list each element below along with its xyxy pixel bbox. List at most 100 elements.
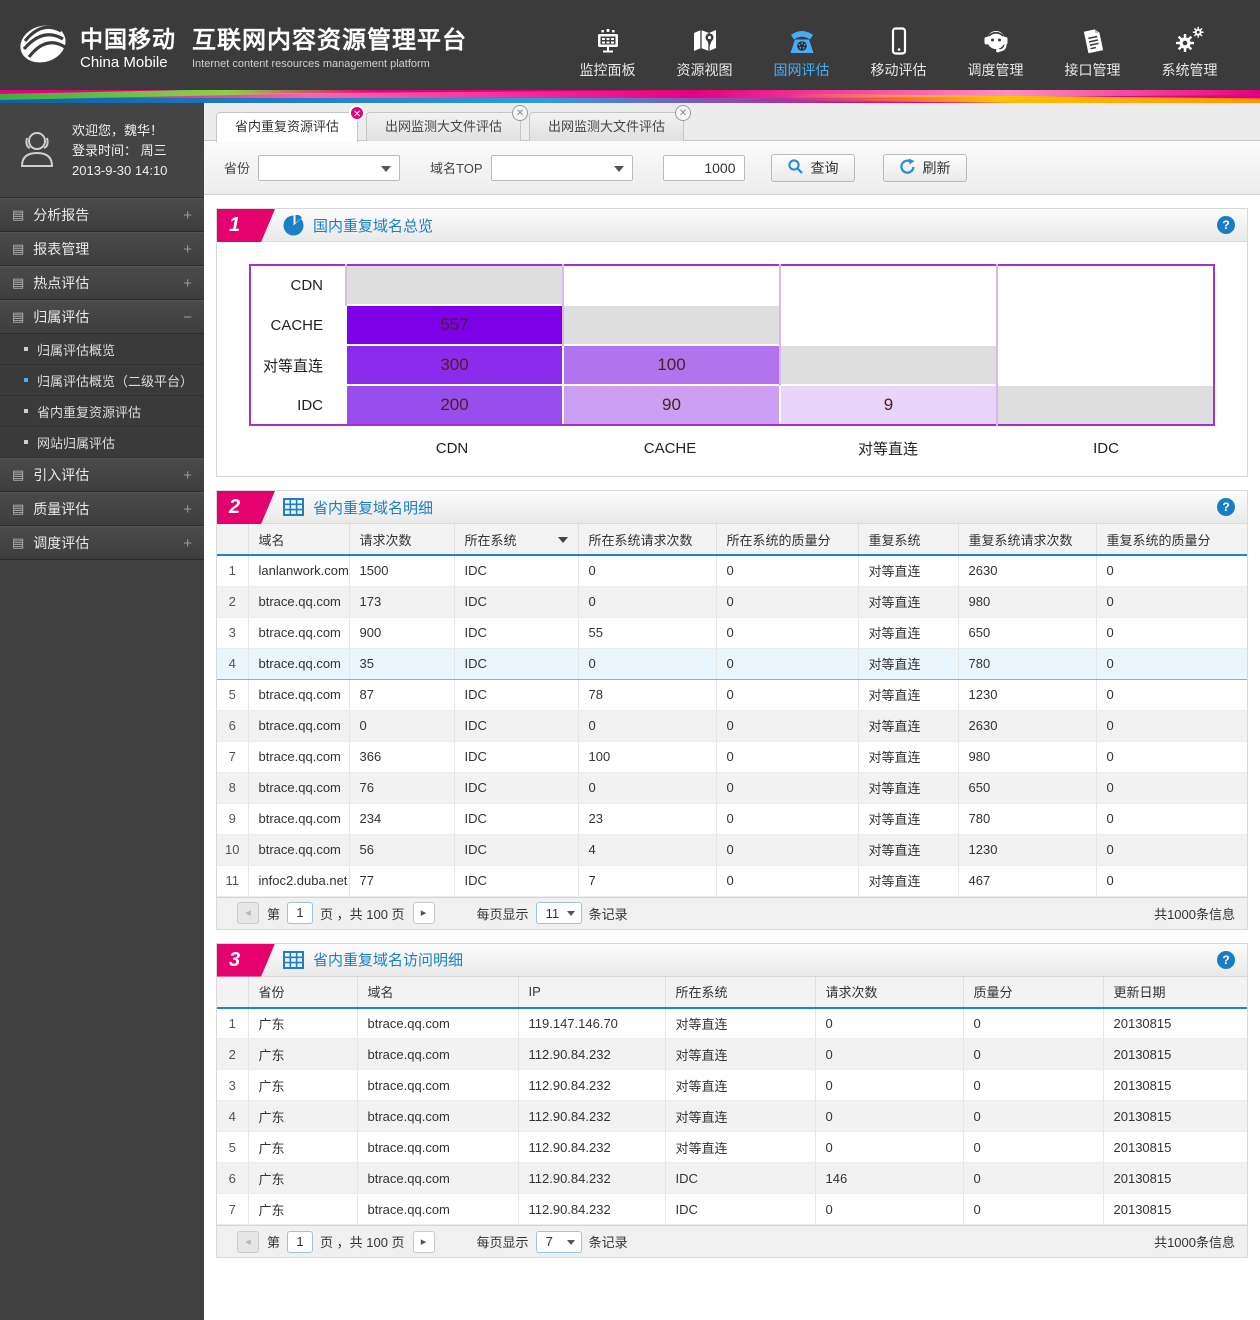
expand-plus-icon[interactable]: + [183, 207, 192, 224]
nav-item-fixed-network-eval[interactable]: 固网评估 [753, 10, 850, 80]
tab-outbound-large-file-eval-2[interactable]: 出网监测大文件评估 ✕ [529, 112, 684, 141]
expand-plus-icon[interactable]: + [183, 535, 192, 552]
col-domain: 域名 [248, 524, 349, 555]
matrix-cell [998, 346, 1213, 384]
page-number-input[interactable]: 1 [287, 1231, 313, 1253]
matrix-col-label: CACHE [561, 440, 779, 457]
section-number-badge: 3 [217, 944, 275, 977]
matrix-cell[interactable]: 200 [347, 386, 562, 424]
matrix-cell[interactable]: 90 [564, 386, 779, 424]
heatmap-grid: CDNCACHE557对等直连300100IDC200909 [249, 264, 1215, 426]
tab-province-duplicate-resource-eval[interactable]: 省内重复资源评估 ✕ [216, 112, 358, 142]
matrix-cell[interactable]: 557 [347, 306, 562, 344]
tab-outbound-large-file-eval-1[interactable]: 出网监测大文件评估 ✕ [366, 112, 521, 141]
sidebar-item-hotspot-eval[interactable]: ▤ 热点评估 + [0, 266, 204, 300]
sidebar-item-report-mgmt[interactable]: ▤ 报表管理 + [0, 232, 204, 266]
table-row[interactable]: 11infoc2.duba.net77IDC70对等直连4670 [217, 865, 1247, 896]
sidebar-subitem-attribution-overview-l2[interactable]: 归属评估概览（二级平台） [0, 365, 204, 396]
table-row[interactable]: 5btrace.qq.com87IDC780对等直连12300 [217, 679, 1247, 710]
per-page-select[interactable]: 11 [536, 902, 582, 924]
table-row[interactable]: 3btrace.qq.com900IDC550对等直连6500 [217, 617, 1247, 648]
section-province-duplicate-access-detail: 3 省内重复域名访问明细 ? 省份 域名 IP [216, 943, 1248, 1259]
expand-plus-icon[interactable]: + [183, 467, 192, 484]
col-host-system[interactable]: 所在系统 [454, 524, 578, 555]
close-icon[interactable]: ✕ [349, 105, 365, 121]
nav-item-system-mgmt[interactable]: 系统管理 [1141, 10, 1238, 80]
table-row[interactable]: 4btrace.qq.com35IDC00对等直连7800 [217, 648, 1247, 679]
decorative-ribbon [0, 90, 1260, 103]
col-duplicate-system: 重复系统 [858, 524, 958, 555]
table-row[interactable]: 7btrace.qq.com366IDC1000对等直连9800 [217, 741, 1247, 772]
help-icon[interactable]: ? [1217, 498, 1235, 516]
table-row[interactable]: 1lanlanwork.com1500IDC00对等直连26300 [217, 555, 1247, 586]
document-lines-icon: ▤ [12, 241, 24, 257]
chevron-down-icon [567, 1240, 575, 1245]
sidebar-item-dispatch-eval[interactable]: ▤ 调度评估 + [0, 526, 204, 560]
matrix-col-label: IDC [997, 440, 1215, 457]
collapse-minus-icon[interactable]: − [183, 309, 192, 326]
map-icon [656, 14, 753, 56]
table-row[interactable]: 7广东btrace.qq.com112.90.84.232IDC00201308… [217, 1194, 1247, 1225]
domain-top-select[interactable] [491, 155, 633, 181]
matrix-cell [781, 346, 996, 384]
sidebar-subitem-province-duplicate-eval[interactable]: 省内重复资源评估 [0, 396, 204, 427]
nav-item-resource-view[interactable]: 资源视图 [656, 10, 753, 80]
matrix-cell[interactable]: 100 [564, 346, 779, 384]
col-host-system: 所在系统 [665, 977, 815, 1008]
table-row[interactable]: 8btrace.qq.com76IDC00对等直连6500 [217, 772, 1247, 803]
section-province-duplicate-detail: 2 省内重复域名明细 ? 域名 请求次数 所在系统 [216, 490, 1248, 930]
matrix-cell[interactable]: 9 [781, 386, 996, 424]
page-number-input[interactable]: 1 [287, 902, 313, 924]
nav-item-monitor-dashboard[interactable]: 监控面板 [559, 10, 656, 80]
table-row[interactable]: 9btrace.qq.com234IDC230对等直连7800 [217, 803, 1247, 834]
sidebar-item-quality-eval[interactable]: ▤ 质量评估 + [0, 492, 204, 526]
login-time-label: 登录时间： 周三 [72, 141, 167, 161]
table-row[interactable]: 6btrace.qq.com0IDC00对等直连26300 [217, 710, 1247, 741]
top-count-input[interactable] [663, 155, 745, 181]
sidebar-item-analysis-report[interactable]: ▤ 分析报告 + [0, 198, 204, 232]
pagination-bar: ◂ 第 1 页 ，共 100 页 ▸ 每页显示 7 条记录 共1000条信息 [217, 1225, 1247, 1257]
sidebar-subitem-website-attribution-eval[interactable]: 网站归属评估 [0, 427, 204, 458]
sidebar-item-attribution-eval[interactable]: ▤ 归属评估 − [0, 300, 204, 334]
col-host-system-requests: 所在系统请求次数 [578, 524, 716, 555]
table-row[interactable]: 3广东btrace.qq.com112.90.84.232对等直连0020130… [217, 1070, 1247, 1101]
nav-item-dispatch-mgmt[interactable]: 调度管理 [947, 10, 1044, 80]
next-page-button[interactable]: ▸ [413, 1231, 435, 1253]
sidebar-item-intro-eval[interactable]: ▤ 引入评估 + [0, 458, 204, 492]
nav-item-interface-mgmt[interactable]: 接口管理 [1044, 10, 1141, 80]
chevron-down-icon [381, 166, 391, 172]
per-page-select[interactable]: 7 [536, 1231, 582, 1253]
nav-item-mobile-eval[interactable]: 移动评估 [850, 10, 947, 80]
help-icon[interactable]: ? [1217, 216, 1235, 234]
app-window: 中国移动 China Mobile 互联网内容资源管理平台 Internet c… [0, 0, 1260, 1320]
table-row[interactable]: 10btrace.qq.com56IDC40对等直连12300 [217, 834, 1247, 865]
table-row[interactable]: 1广东btrace.qq.com119.147.146.70对等直连002013… [217, 1008, 1247, 1039]
matrix-cell[interactable]: 300 [347, 346, 562, 384]
expand-plus-icon[interactable]: + [183, 241, 192, 258]
matrix-row-label: IDC [251, 386, 345, 424]
filter-dropdown-icon[interactable] [558, 537, 568, 543]
domain-top-label: 域名TOP [430, 158, 483, 177]
section-domestic-duplicate-overview: 1 国内重复域名总览 ? CDNCACHE557对等直连300100IDC200… [216, 208, 1248, 477]
duplicate-domain-table: 域名 请求次数 所在系统 所在系统请求次数 所在系统的质量分 重复系统 重复系统… [217, 524, 1247, 897]
refresh-button[interactable]: 刷新 [883, 154, 967, 182]
table-row[interactable]: 5广东btrace.qq.com112.90.84.232对等直连0020130… [217, 1132, 1247, 1163]
province-select[interactable] [258, 155, 400, 181]
expand-plus-icon[interactable]: + [183, 501, 192, 518]
prev-page-button[interactable]: ◂ [237, 1231, 259, 1253]
expand-plus-icon[interactable]: + [183, 275, 192, 292]
prev-page-button[interactable]: ◂ [237, 902, 259, 924]
brand-name-cn: 中国移动 [80, 20, 176, 54]
search-button[interactable]: 查询 [771, 154, 855, 182]
help-icon[interactable]: ? [1217, 951, 1235, 969]
sidebar-subitem-attribution-overview[interactable]: 归属评估概览 [0, 334, 204, 365]
close-icon[interactable]: ✕ [675, 105, 691, 121]
table-row[interactable]: 4广东btrace.qq.com112.90.84.232对等直连0020130… [217, 1101, 1247, 1132]
table-row[interactable]: 2广东btrace.qq.com112.90.84.232对等直连0020130… [217, 1039, 1247, 1070]
close-icon[interactable]: ✕ [512, 105, 528, 121]
table-row[interactable]: 6广东btrace.qq.com112.90.84.232IDC14602013… [217, 1163, 1247, 1194]
total-records-text: 共1000条信息 [1154, 904, 1235, 923]
col-update-date: 更新日期 [1103, 977, 1247, 1008]
next-page-button[interactable]: ▸ [413, 902, 435, 924]
table-row[interactable]: 2btrace.qq.com173IDC00对等直连9800 [217, 586, 1247, 617]
